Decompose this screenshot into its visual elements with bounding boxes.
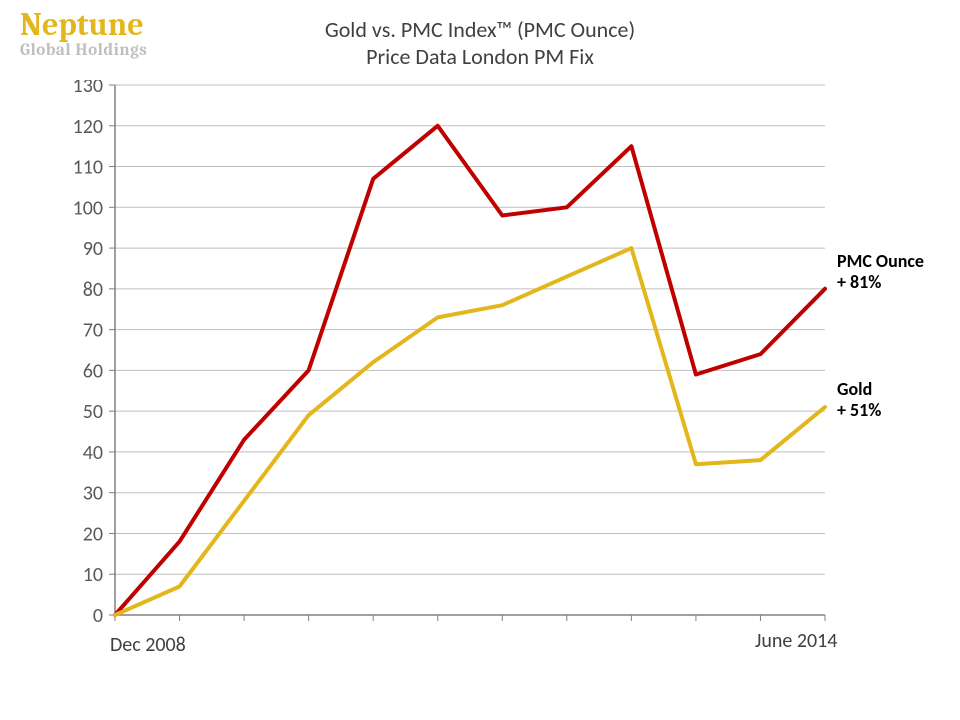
svg-text:40: 40	[83, 441, 103, 465]
svg-text:0: 0	[93, 604, 103, 625]
svg-text:20: 20	[83, 522, 103, 546]
svg-text:70: 70	[83, 319, 103, 343]
xaxis-end-label: June 2014	[755, 629, 837, 653]
svg-text:100: 100	[73, 196, 103, 220]
svg-text:50: 50	[83, 400, 103, 424]
svg-text:10: 10	[83, 563, 103, 587]
chart-title-line2: Price Data London PM Fix	[0, 43, 960, 70]
chart-title-line1: Gold vs. PMC Index™ (PMC Ounce)	[0, 16, 960, 43]
svg-text:120: 120	[73, 115, 103, 139]
series-label-pmc: PMC Ounce + 81%	[837, 251, 924, 292]
series-label-gold: Gold + 51%	[837, 379, 881, 420]
svg-text:60: 60	[83, 359, 103, 383]
xaxis-start-label: Dec 2008	[110, 633, 186, 657]
chart-title: Gold vs. PMC Index™ (PMC Ounce) Price Da…	[0, 16, 960, 70]
svg-text:130: 130	[73, 80, 103, 98]
series-label-gold-delta: + 51%	[837, 399, 881, 421]
svg-text:80: 80	[83, 278, 103, 302]
series-label-gold-name: Gold	[837, 378, 872, 400]
svg-text:110: 110	[73, 156, 103, 180]
svg-text:90: 90	[83, 237, 103, 261]
line-chart: 0 10 20 30 40 50 60 70 80 90 100 110 120 130	[60, 80, 835, 625]
page-root: Neptune Global Holdings Gold vs. PMC Ind…	[0, 0, 960, 720]
svg-text:30: 30	[83, 482, 103, 506]
series-label-pmc-delta: + 81%	[837, 271, 881, 293]
series-label-pmc-name: PMC Ounce	[837, 250, 924, 272]
